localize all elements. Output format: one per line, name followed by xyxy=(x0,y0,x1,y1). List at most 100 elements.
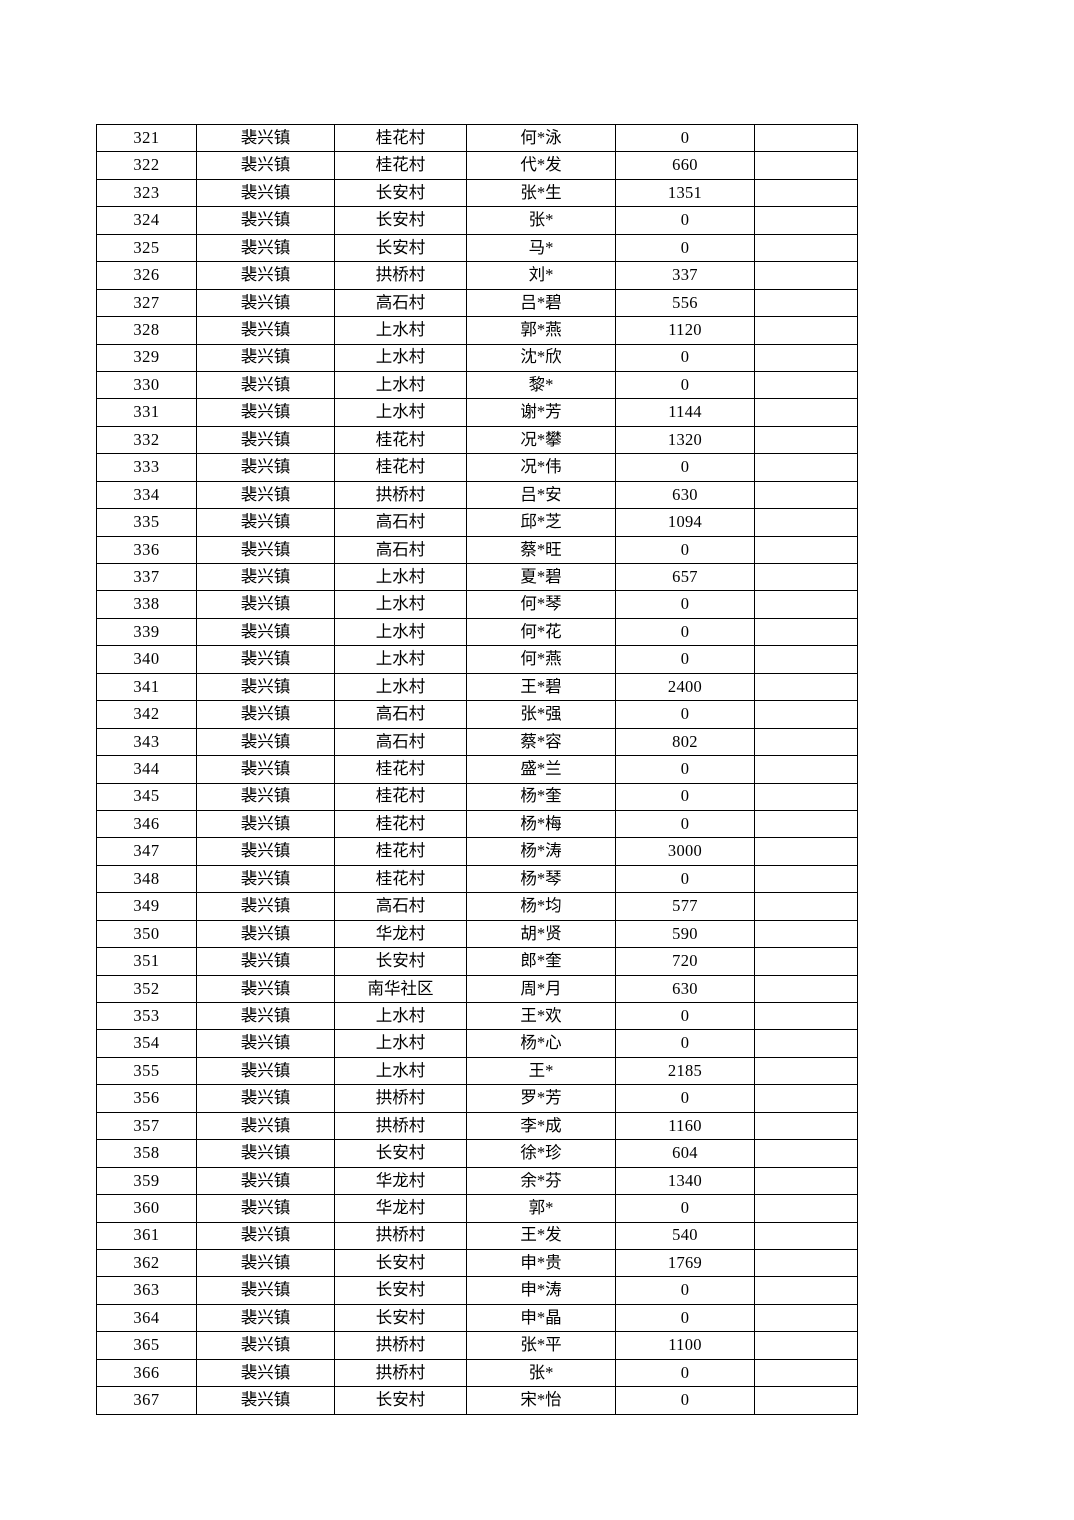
cell-name: 申*贵 xyxy=(466,1248,616,1278)
cell-note xyxy=(754,1248,858,1278)
table-row: 365 裴兴镇 拱桥村 张*平 1100 xyxy=(96,1331,858,1360)
cell-name: 胡*贤 xyxy=(466,919,616,949)
cell-town: 裴兴镇 xyxy=(196,316,335,345)
cell-amount: 0 xyxy=(615,453,755,482)
table-row: 346 裴兴镇 桂花村 杨*梅 0 xyxy=(96,809,858,839)
cell-town: 裴兴镇 xyxy=(196,288,335,318)
cell-seq: 322 xyxy=(96,151,197,180)
cell-note xyxy=(754,123,858,153)
cell-village: 桂花村 xyxy=(334,755,467,784)
cell-amount: 657 xyxy=(615,562,755,592)
cell-town: 裴兴镇 xyxy=(196,700,335,729)
cell-amount: 0 xyxy=(615,809,755,839)
cell-name: 张* xyxy=(466,206,616,235)
cell-town: 裴兴镇 xyxy=(196,123,335,153)
cell-amount: 0 xyxy=(615,206,755,235)
cell-town: 裴兴镇 xyxy=(196,480,335,510)
cell-amount: 1320 xyxy=(615,425,755,455)
cell-village: 上水村 xyxy=(334,343,467,372)
cell-name: 夏*碧 xyxy=(466,562,616,592)
cell-town: 裴兴镇 xyxy=(196,617,335,647)
cell-note xyxy=(754,617,858,647)
cell-seq: 360 xyxy=(96,1194,197,1223)
cell-village: 桂花村 xyxy=(334,453,467,482)
cell-village: 桂花村 xyxy=(334,425,467,455)
cell-seq: 352 xyxy=(96,974,197,1004)
cell-seq: 355 xyxy=(96,1056,197,1086)
table-row: 366 裴兴镇 拱桥村 张* 0 xyxy=(96,1358,858,1388)
cell-amount: 0 xyxy=(615,1194,755,1223)
cell-amount: 0 xyxy=(615,370,755,400)
cell-seq: 326 xyxy=(96,261,197,290)
cell-town: 裴兴镇 xyxy=(196,233,335,263)
cell-note xyxy=(754,508,858,537)
cell-name: 王* xyxy=(466,1056,616,1086)
cell-village: 长安村 xyxy=(334,947,467,976)
cell-seq: 366 xyxy=(96,1358,197,1388)
cell-name: 宋*怡 xyxy=(466,1386,616,1415)
cell-village: 拱桥村 xyxy=(334,1111,467,1141)
table-row: 335 裴兴镇 高石村 邱*芝 1094 xyxy=(96,508,858,537)
cell-name: 张* xyxy=(466,1358,616,1388)
cell-village: 拱桥村 xyxy=(334,1331,467,1360)
cell-name: 吕*碧 xyxy=(466,288,616,318)
cell-seq: 330 xyxy=(96,370,197,400)
table-row: 331 裴兴镇 上水村 谢*芳 1144 xyxy=(96,398,858,427)
cell-town: 裴兴镇 xyxy=(196,1029,335,1058)
cell-amount: 1340 xyxy=(615,1166,755,1196)
table-body: 321 裴兴镇 桂花村 何*泳 0 322 裴兴镇 桂花村 代*发 660 323 裴兴镇 长安村 张*生… xyxy=(96,123,858,1415)
cell-seq: 365 xyxy=(96,1331,197,1360)
cell-amount: 0 xyxy=(615,1029,755,1058)
cell-village: 桂花村 xyxy=(334,864,467,894)
cell-seq: 336 xyxy=(96,535,197,565)
cell-note xyxy=(754,1221,858,1250)
cell-town: 裴兴镇 xyxy=(196,425,335,455)
cell-seq: 333 xyxy=(96,453,197,482)
cell-name: 张*强 xyxy=(466,700,616,729)
cell-town: 裴兴镇 xyxy=(196,809,335,839)
table-row: 345 裴兴镇 桂花村 杨*奎 0 xyxy=(96,782,858,811)
cell-name: 邱*芝 xyxy=(466,508,616,537)
cell-name: 杨*琴 xyxy=(466,864,616,894)
cell-village: 上水村 xyxy=(334,1001,467,1031)
cell-village: 上水村 xyxy=(334,645,467,674)
cell-town: 裴兴镇 xyxy=(196,178,335,208)
cell-name: 郎*奎 xyxy=(466,947,616,976)
cell-seq: 331 xyxy=(96,398,197,427)
cell-seq: 347 xyxy=(96,837,197,866)
cell-amount: 0 xyxy=(615,755,755,784)
cell-name: 徐*珍 xyxy=(466,1139,616,1168)
cell-town: 裴兴镇 xyxy=(196,590,335,619)
cell-seq: 334 xyxy=(96,480,197,510)
cell-seq: 332 xyxy=(96,425,197,455)
table-row: 324 裴兴镇 长安村 张* 0 xyxy=(96,206,858,235)
table-row: 344 裴兴镇 桂花村 盛*兰 0 xyxy=(96,755,858,784)
cell-name: 何*琴 xyxy=(466,590,616,619)
cell-village: 高石村 xyxy=(334,892,467,921)
cell-note xyxy=(754,562,858,592)
cell-seq: 361 xyxy=(96,1221,197,1250)
cell-town: 裴兴镇 xyxy=(196,782,335,811)
cell-amount: 0 xyxy=(615,1358,755,1388)
cell-name: 罗*芳 xyxy=(466,1084,616,1113)
cell-seq: 335 xyxy=(96,508,197,537)
cell-note xyxy=(754,233,858,263)
cell-village: 长安村 xyxy=(334,1303,467,1333)
cell-note xyxy=(754,1276,858,1305)
cell-seq: 362 xyxy=(96,1248,197,1278)
table-row: 362 裴兴镇 长安村 申*贵 1769 xyxy=(96,1248,858,1278)
cell-town: 裴兴镇 xyxy=(196,151,335,180)
cell-village: 上水村 xyxy=(334,562,467,592)
cell-village: 华龙村 xyxy=(334,1166,467,1196)
cell-village: 桂花村 xyxy=(334,782,467,811)
cell-note xyxy=(754,1001,858,1031)
cell-name: 吕*安 xyxy=(466,480,616,510)
cell-amount: 0 xyxy=(615,645,755,674)
table-row: 360 裴兴镇 华龙村 郭* 0 xyxy=(96,1194,858,1223)
cell-note xyxy=(754,316,858,345)
table-row: 349 裴兴镇 高石村 杨*均 577 xyxy=(96,892,858,921)
cell-name: 杨*梅 xyxy=(466,809,616,839)
cell-village: 上水村 xyxy=(334,398,467,427)
cell-note xyxy=(754,1331,858,1360)
cell-town: 裴兴镇 xyxy=(196,1084,335,1113)
